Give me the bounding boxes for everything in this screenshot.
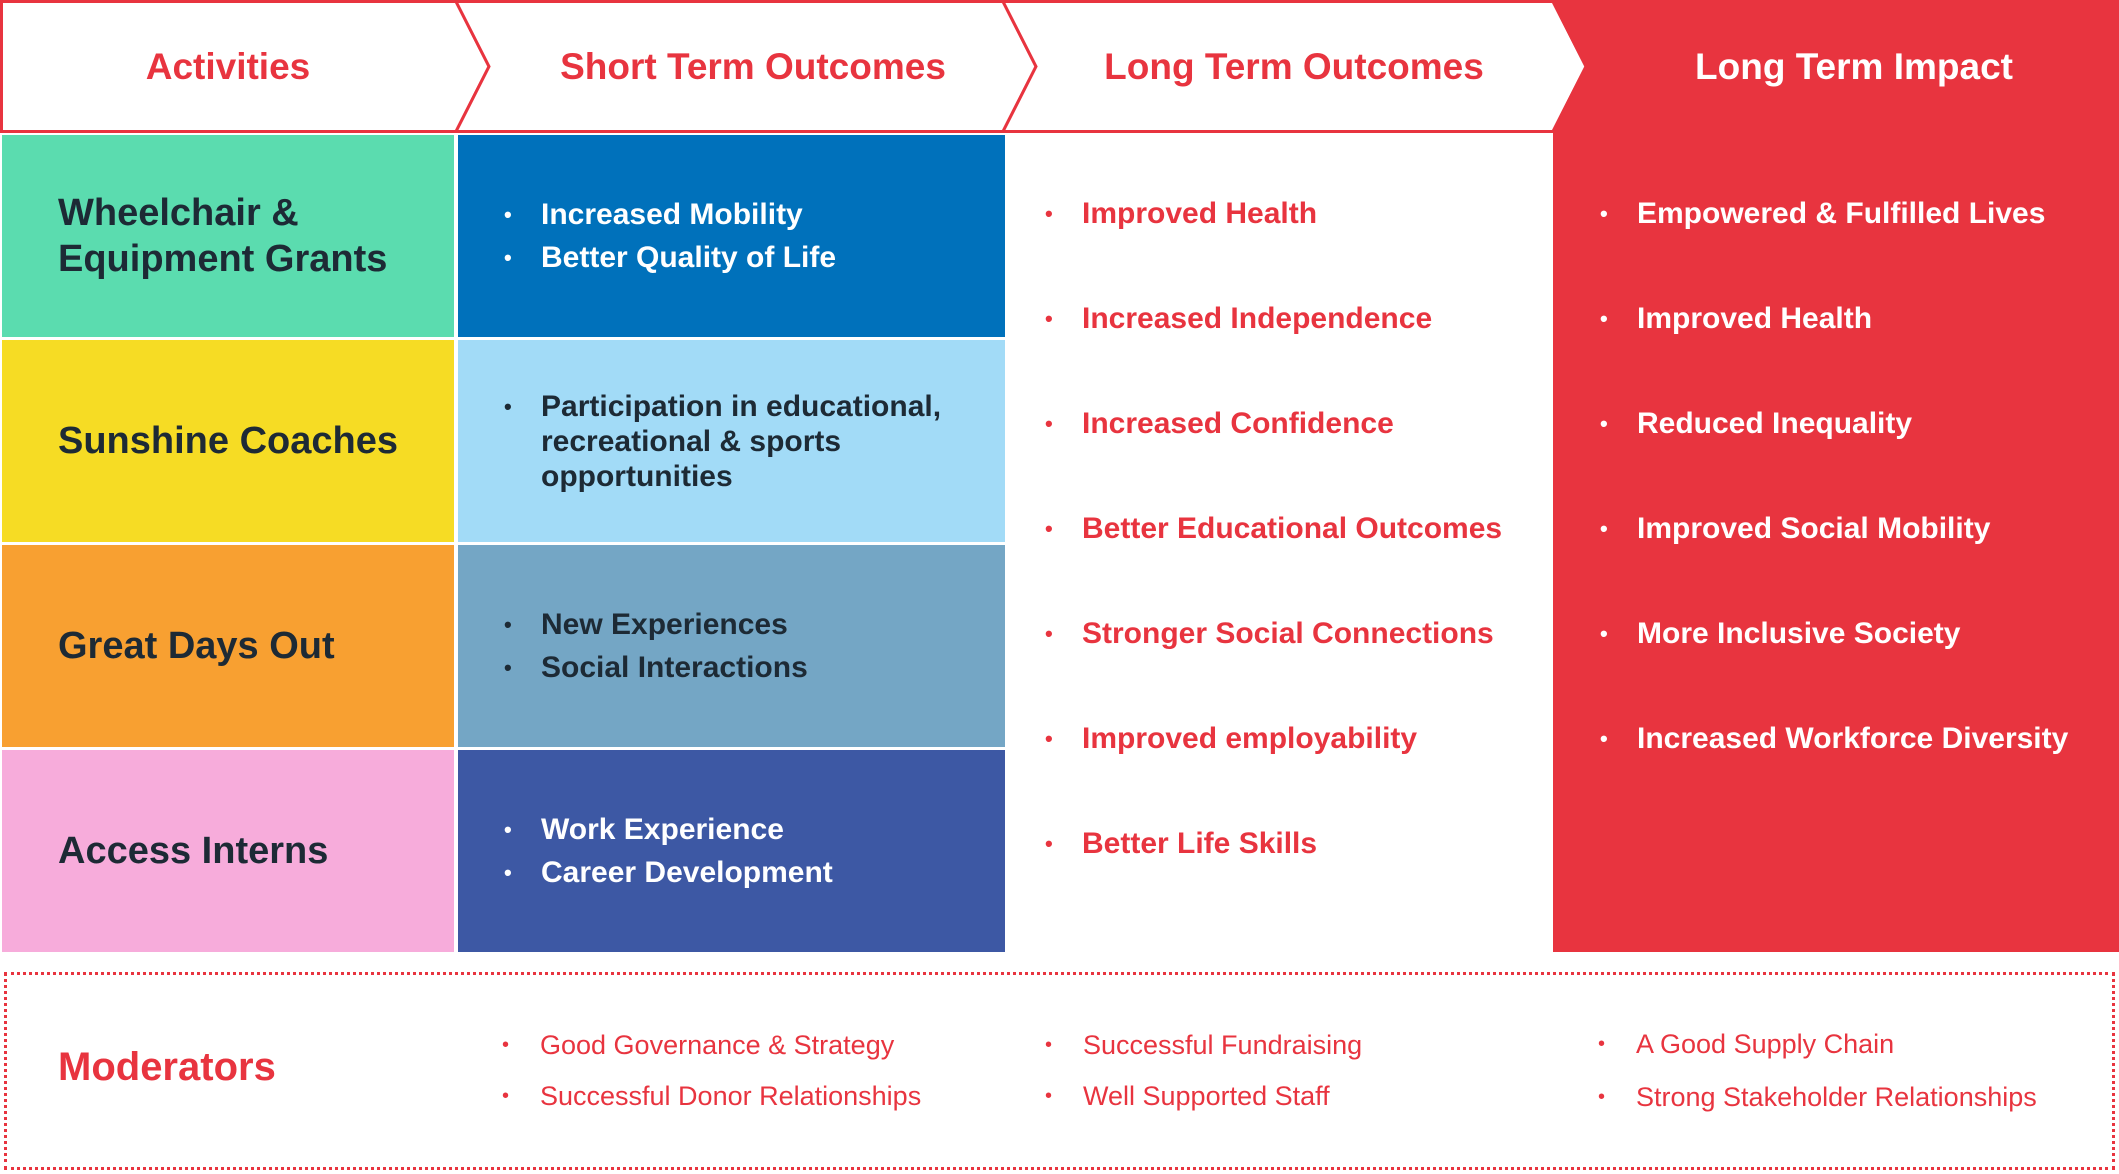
short-term-cell-mobility: Increased Mobility Better Quality of Lif… (458, 135, 1005, 337)
short-term-cell-participation: Participation in educational, recreation… (458, 340, 1005, 542)
long-term-impact-item: More Inclusive Society (1600, 616, 2110, 721)
short-term-item: Career Development (504, 855, 1005, 890)
moderators-title: Moderators (58, 1045, 276, 1089)
moderators-list-3: A Good Supply Chain Strong Stakeholder R… (1598, 1028, 2108, 1132)
long-term-impact-item: Empowered & Fulfilled Lives (1600, 196, 2110, 301)
header-arrow-impact (1550, 0, 2119, 133)
long-term-outcome-item: Stronger Social Connections (1045, 616, 1545, 721)
moderators-box (4, 972, 2115, 1170)
long-term-outcome-item: Better Educational Outcomes (1045, 511, 1545, 616)
moderator-item: Well Supported Staff (1045, 1080, 1545, 1131)
short-term-item: Participation in educational, recreation… (504, 389, 961, 494)
long-term-impact-item: Increased Workforce Diversity (1600, 721, 2110, 826)
header-short-term-outcomes: Short Term Outcomes (560, 45, 946, 87)
activity-great-days-out: Great Days Out (2, 545, 454, 747)
short-term-cell-work: Work Experience Career Development (458, 750, 1005, 952)
short-term-item: Work Experience (504, 812, 1005, 847)
long-term-impact-item: Improved Health (1600, 301, 2110, 406)
moderator-item: Strong Stakeholder Relationships (1598, 1081, 2108, 1132)
long-term-outcomes-list: Improved Health Increased Independence I… (1045, 196, 1545, 931)
short-term-item: Increased Mobility (504, 197, 1005, 232)
long-term-outcome-item: Better Life Skills (1045, 826, 1545, 931)
header-activities: Activities (145, 45, 311, 87)
moderator-item: Successful Fundraising (1045, 1029, 1545, 1080)
activity-wheelchair-grants: Wheelchair & Equipment Grants (2, 135, 454, 337)
long-term-impact-item: Improved Social Mobility (1600, 511, 2110, 616)
activity-access-interns: Access Interns (2, 750, 454, 952)
header-long-term-outcomes: Long Term Outcomes (1104, 45, 1484, 87)
header-long-term-impact: Long Term Impact (1695, 45, 2013, 87)
short-term-item: New Experiences (504, 607, 1005, 642)
short-term-item: Better Quality of Life (504, 240, 1005, 275)
moderator-item: Good Governance & Strategy (502, 1029, 1002, 1080)
long-term-impact-list: Empowered & Fulfilled Lives Improved Hea… (1600, 196, 2110, 826)
long-term-outcome-item: Increased Independence (1045, 301, 1545, 406)
long-term-outcome-item: Improved Health (1045, 196, 1545, 301)
moderator-item: Successful Donor Relationships (502, 1080, 1002, 1131)
long-term-outcome-item: Increased Confidence (1045, 406, 1545, 511)
moderators-list-1: Good Governance & Strategy Successful Do… (502, 1029, 1002, 1131)
short-term-item: Social Interactions (504, 650, 1005, 685)
moderator-item: A Good Supply Chain (1598, 1028, 2108, 1081)
activity-sunshine-coaches: Sunshine Coaches (2, 340, 454, 542)
header-arrows (0, 0, 2119, 133)
long-term-outcome-item: Improved employability (1045, 721, 1545, 826)
long-term-impact-item: Reduced Inequality (1600, 406, 2110, 511)
short-term-cell-experiences: New Experiences Social Interactions (458, 545, 1005, 747)
moderators-list-2: Successful Fundraising Well Supported St… (1045, 1029, 1545, 1131)
